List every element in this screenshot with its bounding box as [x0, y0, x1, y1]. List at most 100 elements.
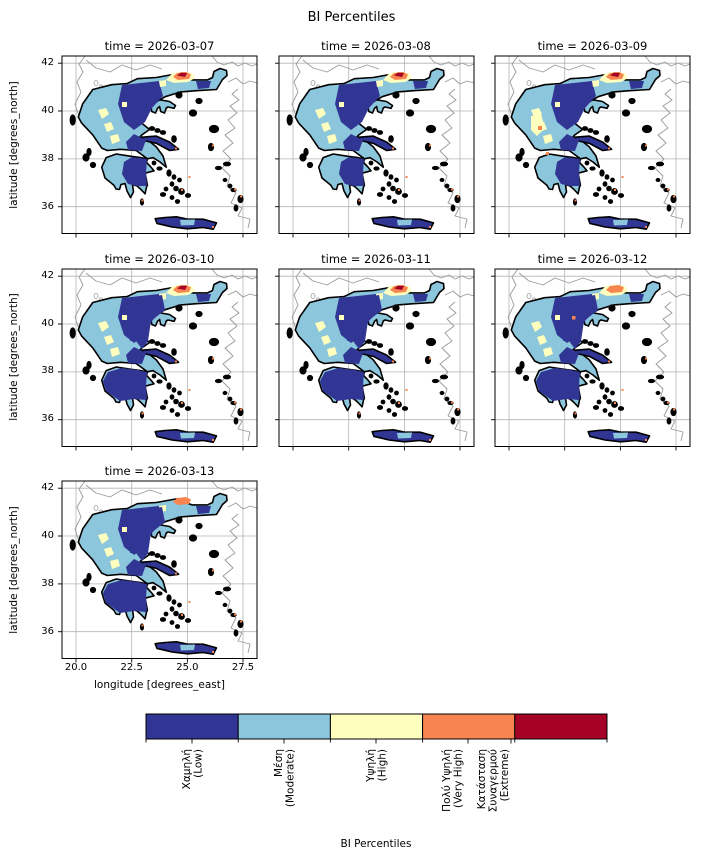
- facet-panel: time = 2026-03-11: [274, 252, 474, 450]
- crete-moderate-patch: [613, 219, 628, 226]
- axes-frame: [278, 55, 474, 234]
- colorbar-segment-extreme: [514, 713, 608, 740]
- y-axis-label: latitude [degrees_north]: [8, 293, 20, 422]
- panel-title: time = 2026-03-08: [321, 39, 431, 53]
- y-tick-label: 38: [41, 152, 54, 164]
- facet-panel: time = 2026-03-09: [491, 39, 691, 238]
- neighbor-coastlines: [291, 55, 474, 229]
- map-plot: [58, 268, 258, 450]
- y-tick-label: 40: [41, 530, 54, 541]
- neighbor-coastlines: [291, 268, 474, 441]
- crete-moderate-patch: [180, 644, 195, 651]
- axes-frame: [494, 268, 691, 447]
- north-hotspot: [599, 284, 628, 296]
- crete-moderate-patch: [613, 432, 628, 438]
- island-specks: [141, 357, 242, 441]
- crete-moderate-patch: [180, 219, 195, 226]
- y-tick-label: 36: [41, 413, 54, 425]
- panel-title: time = 2026-03-10: [104, 251, 215, 266]
- evia-island: [356, 347, 396, 364]
- facet-panel: time = 2026-03-10: [8, 252, 258, 450]
- y-tick-label: 42: [41, 57, 54, 69]
- colorbar-segment-low: [145, 713, 239, 740]
- axes-frame: [61, 480, 258, 659]
- axes-ticks: [491, 275, 677, 450]
- evia-island: [139, 560, 180, 577]
- colorbar-category-label: Μέση(Moderate): [273, 749, 297, 807]
- axes-frame: [278, 268, 474, 447]
- facet-panel: time = 2026-03-07: [8, 39, 258, 238]
- map-plot: [274, 268, 474, 450]
- y-axis-label: latitude [degrees_north]: [8, 81, 20, 209]
- axes-ticks: [58, 275, 244, 450]
- colorbar-segment-very-high: [422, 713, 516, 740]
- colorbar-category-label: Πολύ Υψηλή(Very High): [441, 749, 465, 812]
- island-specks: [574, 144, 675, 228]
- x-tick-label: 20.0: [64, 662, 88, 673]
- evia-island: [139, 135, 180, 152]
- islands: [69, 303, 244, 425]
- panel-title: time = 2026-03-07: [104, 39, 215, 53]
- island-specks: [358, 144, 459, 228]
- percentile-patches: [314, 80, 428, 186]
- map-plot: [58, 480, 258, 663]
- navy-heavy-patches: [103, 507, 165, 613]
- map-plot: [491, 268, 691, 450]
- axes-ticks: [491, 62, 677, 238]
- crete-moderate-patch: [396, 432, 412, 438]
- north-hotspot: [599, 71, 628, 83]
- islands: [69, 516, 244, 637]
- y-tick-label: 42: [41, 482, 54, 494]
- colorbar-segment-high: [329, 713, 424, 740]
- panel-title: time = 2026-03-12: [537, 251, 648, 266]
- west-extra-patches: [531, 114, 549, 155]
- x-tick-label: 22.5: [120, 662, 143, 673]
- y-tick-label: 40: [41, 317, 54, 329]
- y-tick-label: 36: [41, 625, 54, 637]
- y-axis-label: latitude [degrees_north]: [8, 506, 20, 634]
- axes-ticks: [58, 487, 244, 663]
- crete-moderate-patch: [396, 219, 412, 226]
- panel-title: time = 2026-03-13: [104, 464, 215, 478]
- map-plot: [274, 55, 474, 238]
- figure-title: BI Percentiles: [307, 10, 396, 25]
- north-hotspot: [166, 284, 195, 296]
- percentile-patches: [98, 80, 211, 186]
- colorbar-category-label: ΚατάστασηΣυναγερμού(Extreme): [476, 749, 511, 812]
- y-tick-label: 38: [41, 365, 54, 377]
- colorbar-segment-moderate: [237, 713, 331, 740]
- north-hotspot: [382, 71, 412, 83]
- north-hotspot: [173, 497, 191, 505]
- axes-ticks: [274, 62, 460, 238]
- islands: [286, 303, 461, 425]
- navy-heavy-patches: [103, 294, 165, 401]
- center-orange-speck: [572, 315, 576, 319]
- island-specks: [141, 569, 242, 653]
- neighbor-coastlines: [507, 268, 691, 441]
- evia-island: [572, 347, 613, 364]
- evia-island: [139, 347, 180, 364]
- axes-frame: [61, 268, 258, 447]
- axes-ticks: [58, 62, 244, 238]
- evia-island: [356, 135, 396, 152]
- island-specks: [358, 357, 459, 441]
- axes-frame: [494, 55, 691, 234]
- colorbar-axis-label: BI Percentiles: [341, 838, 412, 850]
- islands: [502, 91, 677, 212]
- y-tick-label: 38: [41, 577, 54, 589]
- island-specks: [141, 144, 242, 228]
- gridlines: [495, 56, 690, 234]
- x-tick-label: 27.5: [231, 662, 255, 673]
- islands: [286, 91, 461, 212]
- facet-panel: time = 2026-03-13: [8, 464, 258, 691]
- navy-heavy-patches: [319, 294, 382, 401]
- neighbor-coastlines: [74, 268, 258, 441]
- map-plot: [491, 55, 691, 238]
- navy-heavy-patches: [536, 294, 598, 401]
- map-plot: [58, 55, 258, 238]
- axes-ticks: [274, 275, 460, 450]
- colorbar-category-label: Χαμηλή(Low): [181, 749, 205, 789]
- y-tick-label: 42: [41, 269, 54, 281]
- north-hotspot: [382, 284, 412, 296]
